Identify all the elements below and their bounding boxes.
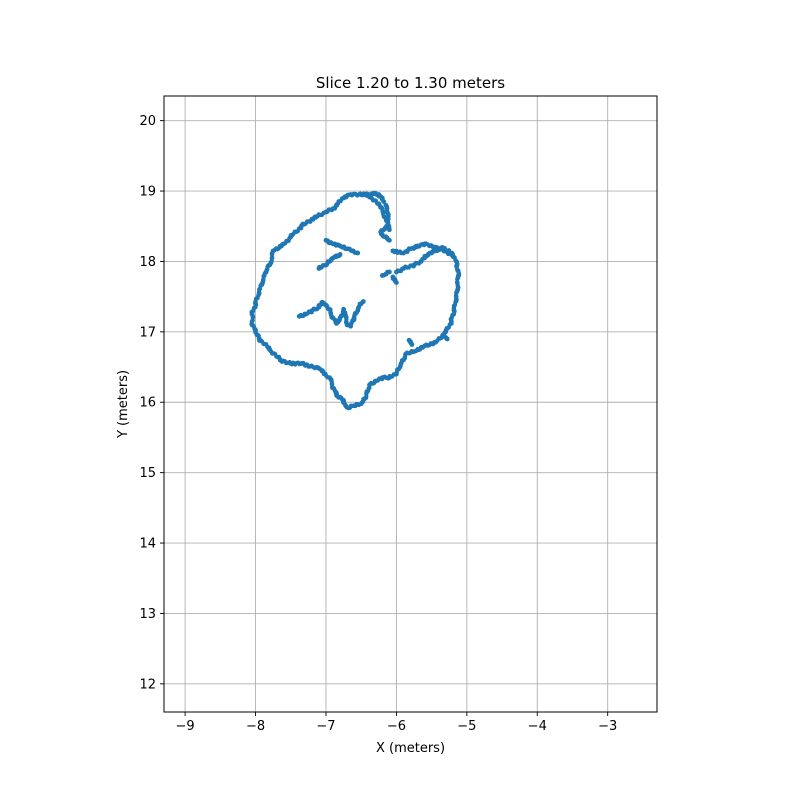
x-tick-label: −3 — [598, 719, 617, 734]
series-11 — [443, 335, 450, 342]
series-5 — [316, 252, 343, 271]
y-axis-label: Y (meters) — [116, 370, 131, 439]
y-tick-label: 14 — [139, 537, 156, 552]
series-8 — [344, 246, 361, 256]
x-tick-label: −9 — [176, 719, 195, 734]
x-tick-label: −4 — [528, 719, 547, 734]
ticks: −9 −8 −7 −6 −5 −4 −3 12 13 14 15 16 17 18 19 20 — [139, 114, 617, 734]
y-tick-label: 12 — [139, 677, 156, 692]
x-tick-label: −5 — [457, 719, 476, 734]
x-axis-label: X (meters) — [376, 741, 445, 756]
data-point — [386, 269, 392, 275]
series-1 — [362, 190, 387, 205]
data-point — [394, 280, 399, 285]
y-tick-label: 16 — [139, 396, 156, 411]
plot-area — [249, 190, 462, 411]
grid — [164, 96, 657, 712]
data-point — [381, 199, 387, 205]
series-3 — [390, 241, 454, 257]
y-tick-label: 17 — [139, 325, 156, 340]
chart-title: Slice 1.20 to 1.30 meters — [316, 74, 505, 92]
y-tick-label: 18 — [139, 255, 156, 270]
data-point — [337, 252, 343, 257]
y-tick-label: 13 — [139, 607, 156, 622]
data-point — [409, 342, 415, 347]
x-tick-label: −6 — [387, 719, 406, 734]
data-point — [448, 252, 454, 257]
data-point — [394, 269, 399, 275]
series-6 — [379, 269, 392, 278]
y-tick-label: 20 — [139, 114, 156, 129]
axes-frame — [163, 95, 658, 713]
y-tick-label: 19 — [139, 185, 156, 200]
data-point — [360, 299, 366, 304]
series-0 — [249, 191, 462, 411]
series-7 — [390, 274, 399, 285]
series-10 — [406, 337, 415, 347]
series-9 — [296, 299, 366, 329]
data-point — [444, 336, 450, 342]
x-tick-label: −7 — [316, 719, 335, 734]
data-point — [355, 250, 361, 256]
x-tick-label: −8 — [246, 719, 265, 734]
y-tick-label: 15 — [139, 466, 156, 481]
series-2 — [378, 202, 392, 243]
data-point — [386, 237, 392, 243]
